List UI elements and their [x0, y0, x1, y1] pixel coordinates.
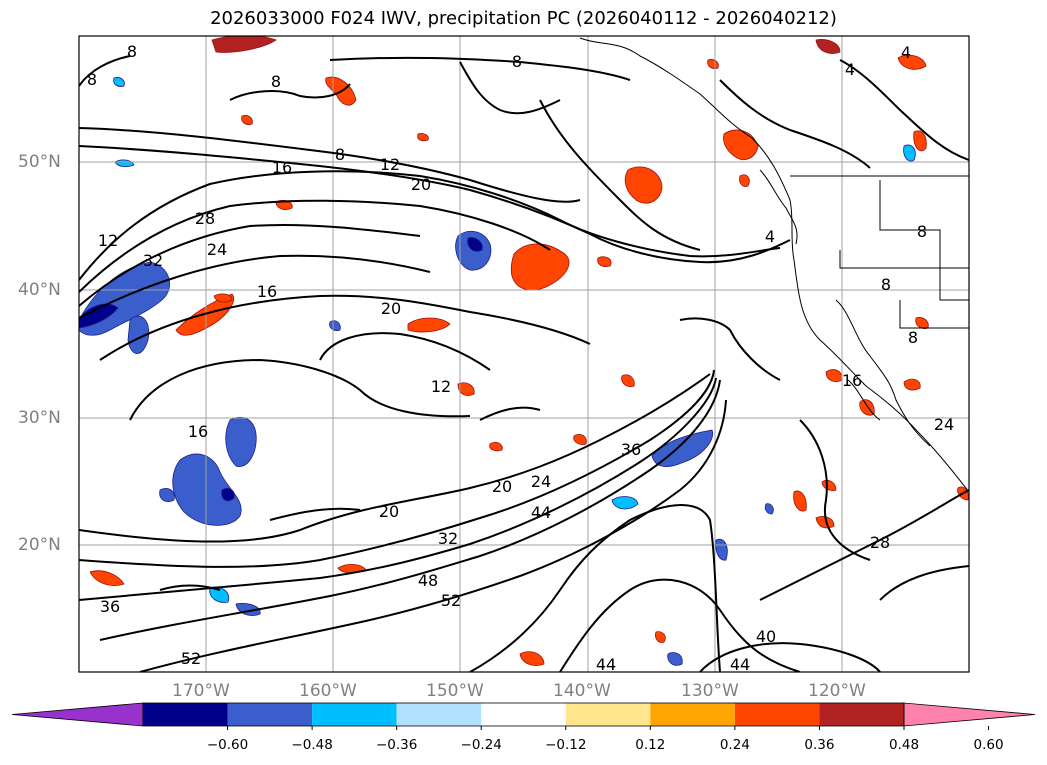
contour-label: 16 [272, 158, 292, 177]
contour-label: 36 [100, 597, 120, 616]
map-title: 2026033000 F024 IWV, precipitation PC (2… [210, 8, 837, 29]
contour-labels: 8 8 8 8 4 4 16 8 12 20 28 24 12 32 16 20… [87, 42, 954, 674]
colorbar-frame [142, 702, 905, 727]
lon-label: 140°W [553, 681, 611, 701]
contour-label: 24 [531, 472, 551, 491]
colorbar-segment [481, 703, 566, 726]
colorbar-tick-label: 0.12 [635, 737, 666, 753]
colorbar-segment [565, 703, 651, 726]
colorbar-tick-label: −0.60 [206, 737, 249, 753]
colorbar-tick-label: −0.48 [291, 737, 333, 753]
contour-label: 8 [881, 275, 891, 294]
contour-label: 8 [127, 42, 137, 61]
contour-label: 8 [917, 222, 927, 241]
contour-label: 4 [845, 60, 855, 79]
colorbar-segment [819, 703, 904, 726]
lon-label: 130°W [681, 681, 739, 701]
contour-label: 28 [870, 533, 890, 552]
contour-label: 4 [765, 227, 775, 246]
lat-label: 30°N [18, 408, 61, 428]
colorbar-tick-label: −0.36 [375, 737, 418, 753]
contour-label: 16 [842, 371, 862, 390]
lon-label: 150°W [426, 681, 484, 701]
map-frame [78, 35, 970, 673]
colorbar-segment [227, 703, 313, 726]
colorbar-extend-low [11, 702, 144, 727]
lon-label: 120°W [808, 681, 866, 701]
contour-label: 52 [181, 649, 201, 668]
contour-label: 32 [143, 251, 163, 270]
contour-label: 44 [596, 655, 616, 674]
contour-label: 12 [380, 155, 400, 174]
contour-label: 48 [418, 571, 438, 590]
colorbar-segment [143, 703, 228, 726]
contour-label: 20 [381, 299, 401, 318]
coastlines [579, 37, 969, 493]
colorbar-tick-label: 0.36 [804, 737, 835, 753]
contour-label: 8 [335, 145, 345, 164]
contour-label: 44 [730, 655, 750, 674]
contour-label: 12 [431, 377, 451, 396]
lat-label: 40°N [18, 280, 61, 300]
contour-label: 24 [934, 415, 954, 434]
contour-label: 24 [207, 240, 227, 259]
negative-precip-areas [79, 77, 916, 666]
colorbar-segment [734, 703, 820, 726]
contour-label: 32 [438, 529, 458, 548]
contour-label: 12 [98, 231, 118, 250]
contour-label: 20 [492, 477, 512, 496]
contour-label: 40 [756, 627, 776, 646]
colorbar-tick-label: 0.24 [719, 737, 750, 753]
contour-label: 16 [257, 282, 277, 301]
contour-label: 28 [195, 209, 215, 228]
colorbar-segment [312, 703, 397, 726]
contour-label: 20 [379, 502, 399, 521]
lon-label: 170°W [172, 681, 230, 701]
contour-label: 44 [531, 503, 551, 522]
lon-label: 160°W [299, 681, 357, 701]
contour-label: 8 [271, 72, 281, 91]
contour-label: 36 [621, 440, 641, 459]
contour-label: 8 [512, 52, 522, 71]
colorbar-extend-high [903, 702, 1036, 727]
contour-label: 20 [411, 175, 431, 194]
colorbar-segment [650, 703, 735, 726]
colorbar-tick-label: −0.12 [545, 737, 587, 753]
lat-label: 50°N [18, 152, 61, 172]
contour-label: 16 [188, 422, 208, 441]
colorbar-tick-label: 0.48 [888, 737, 920, 753]
contour-label: 8 [87, 70, 97, 89]
contour-label: 52 [441, 591, 461, 610]
colorbar-tick-label: 0.60 [973, 737, 1004, 753]
colorbar-tick-label: −0.24 [460, 737, 502, 753]
lat-label: 20°N [18, 535, 61, 555]
colorbar-segment [396, 703, 482, 726]
contour-label: 4 [901, 43, 911, 62]
iwv-contours [79, 55, 969, 672]
contour-label: 8 [908, 328, 918, 347]
